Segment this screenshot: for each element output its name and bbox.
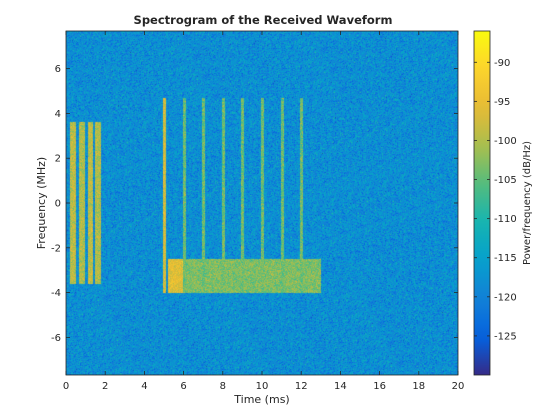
x-axis: 0 2 4 6 8 10 12 14 16 18 20 [63,31,465,392]
colorbar-tick-label: -105 [494,175,517,186]
x-tick-label: 18 [412,381,425,392]
colorbar-tick-label: -120 [494,292,517,303]
colorbar-gradient [474,31,490,375]
y-tick-label: 4 [55,109,61,120]
x-tick-label: 2 [102,381,108,392]
x-tick-label: 8 [220,381,226,392]
x-tick-label: 16 [373,381,386,392]
x-tick-label: 10 [256,381,269,392]
colorbar-tick-label: -90 [494,58,510,69]
y-axis-label: Frequency (MHz) [35,157,48,249]
x-tick-label: 0 [63,381,69,392]
colorbar-label: Power/frequency (dB/Hz) [522,141,533,265]
x-tick-label: 14 [334,381,347,392]
colorbar-tick-label: -115 [494,253,517,264]
x-axis-label: Time (ms) [233,393,289,406]
colorbar-tick-label: -110 [494,214,517,225]
colorbar-tick-label: -100 [494,136,517,147]
colorbar: -90 -95 -100 -105 -110 -115 -120 -125 Power/fre… [473,30,533,376]
y-axis: 6 4 2 0 -2 -4 -6 [51,64,458,344]
y-tick-label: -2 [51,243,61,254]
y-tick-label: 6 [55,64,61,75]
y-tick-label: -6 [51,333,61,344]
y-tick-label: -4 [51,288,61,299]
chart-title: Spectrogram of the Received Waveform [134,13,393,27]
x-tick-label: 12 [295,381,308,392]
spectrogram-heatmap [66,31,458,375]
y-tick-label: 0 [55,199,61,210]
colorbar-ticks: -90 -95 -100 -105 -110 -115 -120 -125 [474,58,517,342]
x-tick-label: 20 [452,381,465,392]
x-tick-label: 6 [180,381,186,392]
plot-area [65,30,459,376]
colorbar-tick-label: -95 [494,97,510,108]
colorbar-tick-label: -125 [494,331,517,342]
colorbar-frame [473,30,491,376]
x-tick-label: 4 [141,381,147,392]
y-tick-label: 2 [55,154,61,165]
